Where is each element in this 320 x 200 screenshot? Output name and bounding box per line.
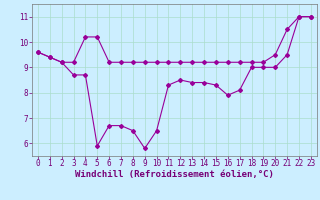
X-axis label: Windchill (Refroidissement éolien,°C): Windchill (Refroidissement éolien,°C)	[75, 170, 274, 179]
